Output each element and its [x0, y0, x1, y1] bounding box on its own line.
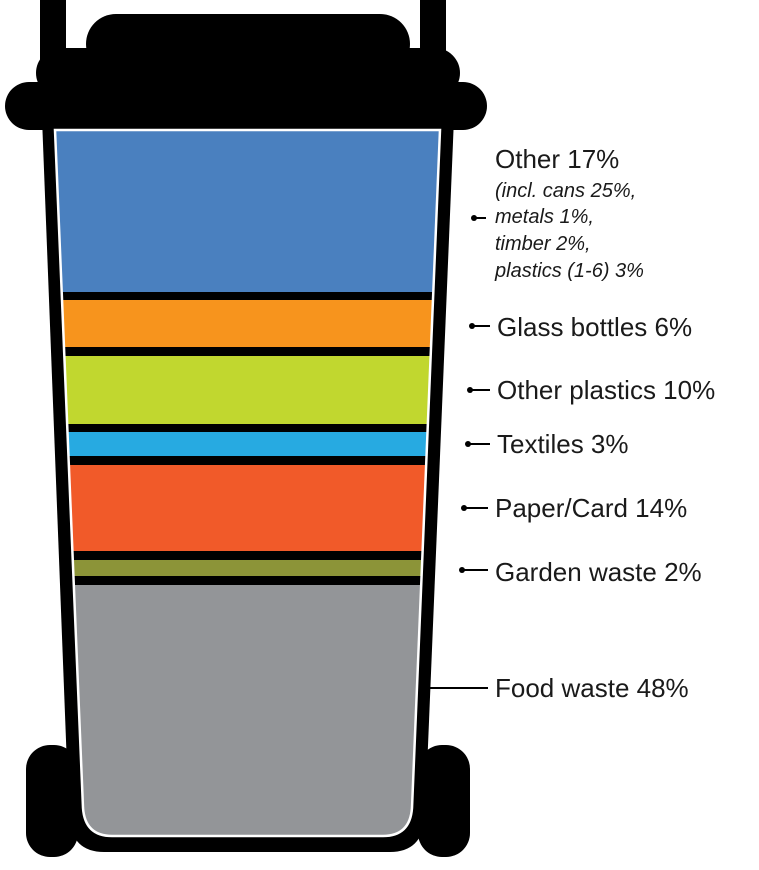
wheel — [418, 745, 470, 857]
layer-glass — [55, 300, 440, 347]
label: Other 17% — [495, 144, 619, 174]
label-note: metals 1%, — [495, 206, 594, 228]
label: Garden waste 2% — [495, 557, 702, 587]
layer-paper — [55, 465, 440, 551]
layer-garden — [55, 560, 440, 576]
label-note: timber 2%, — [495, 233, 591, 255]
wheel — [26, 745, 78, 857]
label-note: (incl. cans 25%, — [495, 180, 636, 202]
label: Food waste 48% — [495, 673, 689, 703]
label: Paper/Card 14% — [495, 493, 687, 523]
layer-food — [55, 585, 440, 836]
inner-outline — [53, 128, 442, 838]
layer-textiles — [55, 432, 440, 456]
label: Other plastics 10% — [497, 375, 715, 405]
leaders — [421, 215, 490, 691]
label: Textiles 3% — [497, 429, 629, 459]
layer-plastics — [55, 356, 440, 424]
layers — [55, 130, 440, 836]
label-note: plastics (1-6) 3% — [494, 260, 644, 282]
layer-other — [55, 130, 440, 292]
label: Glass bottles 6% — [497, 312, 692, 342]
